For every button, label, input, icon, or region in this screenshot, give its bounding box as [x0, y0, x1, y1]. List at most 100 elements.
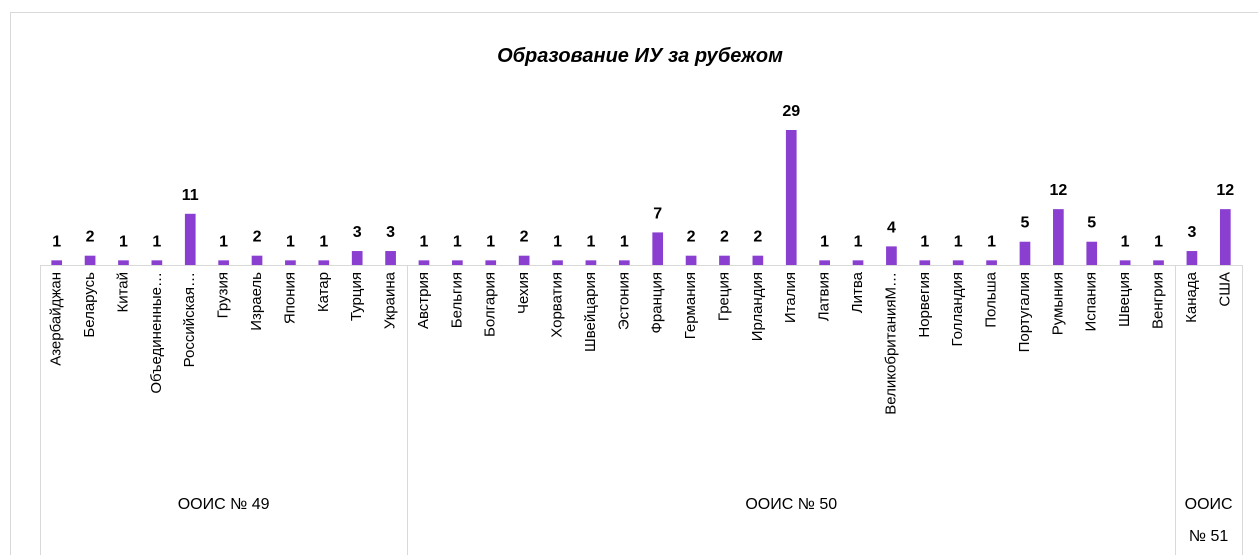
x-tick-label: США — [1216, 272, 1233, 307]
value-label: 7 — [653, 205, 662, 222]
value-label: 5 — [1087, 215, 1096, 232]
x-tick-label: Швейцария — [582, 272, 599, 352]
bar — [1119, 260, 1131, 265]
value-label: 1 — [920, 233, 929, 250]
value-label: 1 — [319, 233, 328, 250]
x-tick-label: Украина — [382, 271, 399, 329]
bar — [218, 260, 229, 265]
bar — [485, 260, 497, 265]
value-label: 1 — [486, 233, 495, 250]
bar — [819, 260, 830, 265]
x-tick-label: Литва — [849, 271, 866, 313]
value-label: 1 — [1121, 233, 1130, 250]
x-tick-label: Китай — [114, 272, 131, 313]
bar — [986, 260, 997, 265]
x-tick-label: Португалия — [1016, 272, 1033, 352]
value-label: 12 — [1049, 182, 1067, 199]
x-tick-label: Российская… — [181, 272, 198, 367]
bar — [952, 260, 964, 265]
value-label: 1 — [854, 233, 863, 250]
chart-title: Образование ИУ за рубежом — [497, 45, 783, 67]
value-label: 1 — [954, 233, 963, 250]
bar — [1053, 209, 1064, 265]
x-tick-label: Грузия — [215, 272, 232, 318]
x-tick-label: Беларусь — [81, 272, 98, 338]
x-tick-label: Турция — [348, 272, 365, 321]
value-label: 2 — [687, 229, 696, 246]
bar — [552, 260, 563, 265]
x-tick-label: Греция — [715, 272, 732, 321]
value-label: 2 — [753, 229, 762, 246]
value-label: 2 — [720, 229, 729, 246]
value-label: 2 — [520, 229, 529, 246]
value-label: 1 — [219, 233, 228, 250]
bar — [852, 260, 864, 265]
value-label: 1 — [987, 233, 996, 250]
x-tick-label: Чехия — [515, 272, 532, 314]
group-label: ООИС № 50 — [745, 496, 838, 513]
value-label: 5 — [1021, 215, 1030, 232]
x-tick-label: Катар — [315, 272, 332, 312]
bar — [518, 255, 530, 265]
x-tick-label: Франция — [649, 272, 666, 333]
bar — [151, 260, 163, 265]
x-tick-label: Бельгия — [448, 272, 465, 328]
x-tick-label: Канада — [1183, 271, 1200, 322]
bar — [184, 213, 196, 265]
value-label: 1 — [620, 233, 629, 250]
x-tick-label: Венгрия — [1149, 272, 1166, 329]
bar — [752, 255, 764, 265]
value-label: 1 — [119, 233, 128, 250]
value-label: 2 — [253, 229, 262, 246]
x-tick-label: Объединенные… — [148, 272, 165, 394]
bar — [118, 260, 129, 265]
x-tick-label: Латвия — [816, 272, 833, 321]
x-tick-label: Австрия — [415, 272, 432, 329]
x-tick-label: Голландия — [949, 272, 966, 347]
value-label: 12 — [1216, 182, 1234, 199]
x-tick-label: Испания — [1083, 272, 1100, 332]
value-label: 1 — [286, 233, 295, 250]
bar — [652, 232, 664, 265]
value-label: 1 — [52, 233, 61, 250]
bar — [1086, 241, 1098, 265]
value-label: 2 — [86, 229, 95, 246]
x-tick-label: Япония — [281, 272, 298, 324]
value-label: 1 — [152, 233, 161, 250]
value-label: 1 — [586, 233, 595, 250]
bar — [84, 255, 96, 265]
x-tick-label: Болгария — [482, 272, 499, 337]
bar — [251, 255, 263, 265]
bar — [418, 260, 430, 265]
bar — [886, 246, 897, 265]
value-label: 1 — [820, 233, 829, 250]
x-tick-label: Швеция — [1116, 272, 1133, 327]
bar — [785, 130, 797, 265]
x-tick-label: Эстония — [615, 272, 632, 330]
x-tick-label: Азербайджан — [48, 272, 65, 366]
x-tick-label: Израель — [248, 272, 265, 331]
x-tick-label: Ирландия — [749, 272, 766, 341]
bar — [585, 260, 597, 265]
bar — [452, 260, 463, 265]
bar — [51, 260, 63, 265]
value-label: 1 — [420, 233, 429, 250]
chart-frame — [10, 12, 1258, 555]
bar — [919, 260, 931, 265]
bar — [1186, 251, 1198, 265]
value-label: 3 — [353, 224, 362, 241]
value-label: 1 — [453, 233, 462, 250]
bar — [318, 260, 330, 265]
x-tick-label: Германия — [682, 272, 699, 339]
group-label: ООИС № 51 — [1184, 496, 1233, 545]
value-label: 11 — [182, 187, 199, 204]
bar — [385, 251, 396, 265]
x-tick-label: Румыния — [1049, 272, 1066, 335]
x-tick-label: Польша — [983, 271, 1000, 327]
bar — [285, 260, 296, 265]
value-label: 29 — [782, 103, 800, 120]
bar — [1219, 209, 1231, 265]
x-tick-label: Италия — [782, 272, 799, 323]
